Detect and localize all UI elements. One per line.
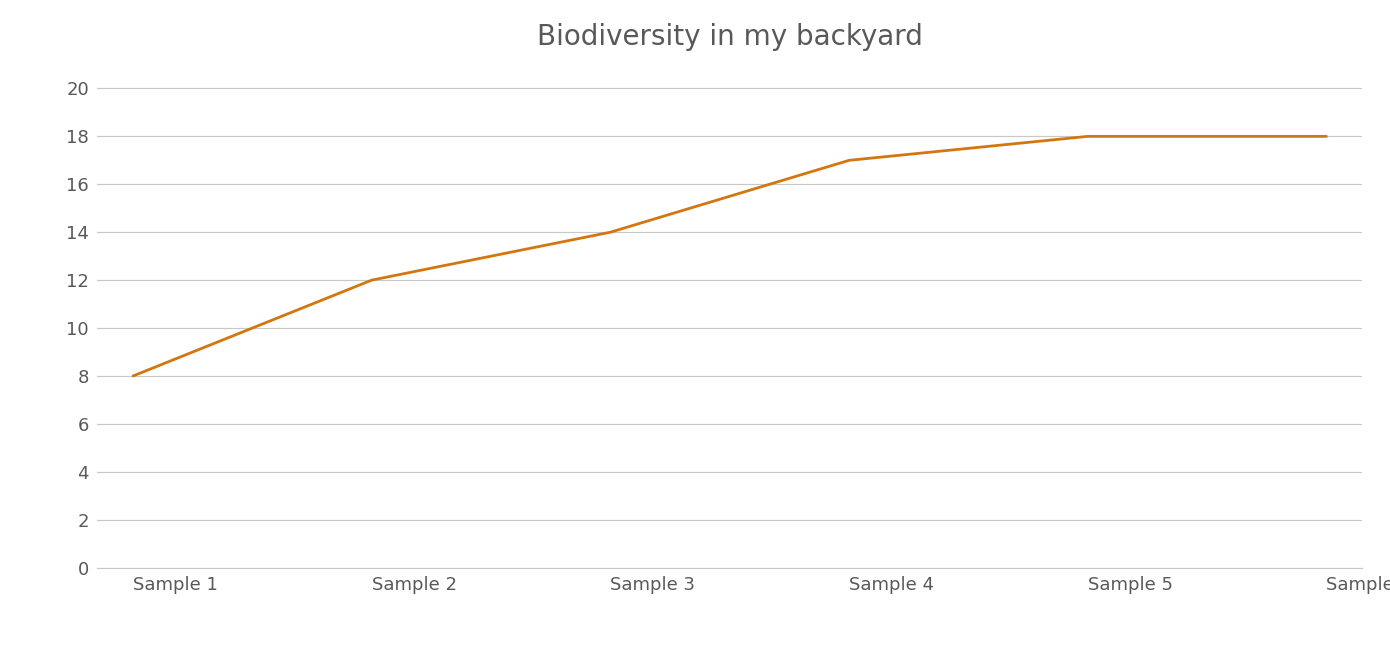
Title: Biodiversity in my backyard: Biodiversity in my backyard xyxy=(537,23,923,51)
